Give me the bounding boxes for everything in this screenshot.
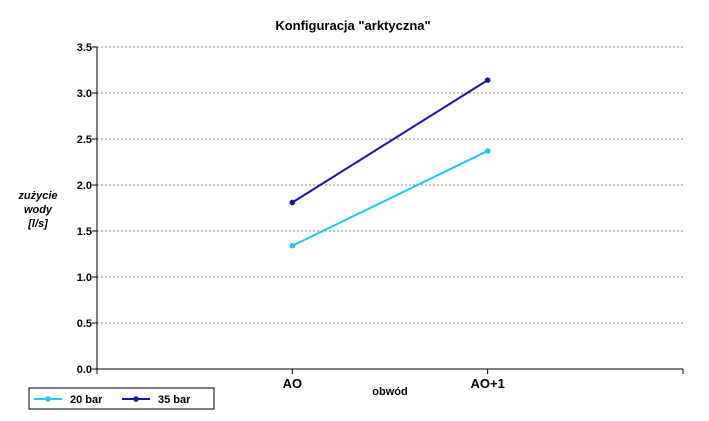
y-tick-label: 2.0 [77,180,92,192]
y-tick-label: 1.5 [77,226,92,238]
y-axis-label: zużycie wody [l/s] [17,190,57,230]
legend-marker [133,396,139,402]
x-tick-labels: AO AO+1 [283,376,505,391]
data-point [289,242,296,249]
data-point [484,77,491,83]
legend-marker [45,396,51,402]
series [289,77,491,249]
y-tick-labels: 0.0 0.5 1.0 1.5 2.0 2.5 3.0 3.5 [77,42,92,376]
legend-label: 20 bar [70,394,103,406]
y-axis-label-line: [l/s] [27,218,48,230]
x-tick-label: AO [283,376,303,391]
x-axis-label: obwód [372,386,407,398]
data-point [289,199,296,206]
legend-label: 35 bar [158,394,191,406]
axes [92,46,684,374]
data-point [484,148,491,154]
y-tick-label: 2.5 [77,134,92,146]
legend: 20 bar 35 bar [28,387,215,410]
legend-box [28,387,215,410]
y-tick-label: 1.0 [77,272,92,284]
y-axis-label-line: zużycie [17,190,57,202]
gridlines [97,46,683,324]
y-tick-label: 3.0 [77,88,92,100]
chart-title: Konfiguracja "arktyczna" [275,18,430,33]
y-tick-label: 0.5 [77,318,92,330]
y-axis-label-line: wody [24,204,53,216]
y-tick-label: 0.0 [77,364,92,376]
x-tick-label: AO+1 [471,376,505,391]
series-line [291,79,489,204]
series-line [291,150,489,247]
y-tick-label: 3.5 [77,42,92,54]
